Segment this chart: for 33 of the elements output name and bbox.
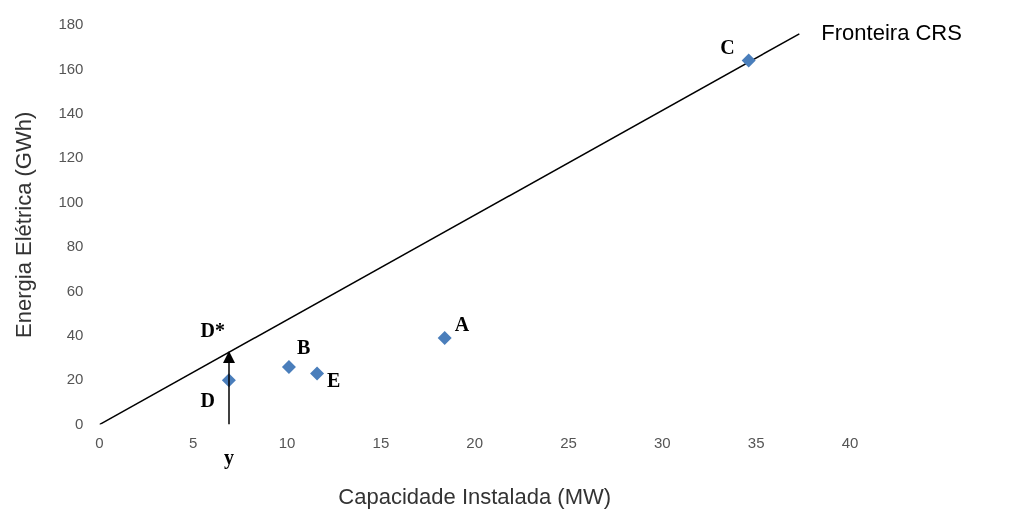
text: y [223, 445, 234, 469]
point [281, 359, 296, 374]
y-axis-title: Energia Elétrica (GWh) [11, 111, 37, 338]
x-tick-label: 15 [372, 433, 390, 451]
annotation: A [454, 313, 470, 336]
x-tick-label: 0 [95, 433, 104, 451]
x-tick-label: 5 [189, 433, 198, 451]
y-tick-label: 120 [58, 148, 84, 166]
annotation: C [720, 35, 735, 58]
annotation: D* [200, 318, 225, 341]
annotation: D [200, 389, 215, 412]
y-tick-label: 40 [66, 325, 84, 343]
y-tick-label: 80 [66, 237, 84, 255]
y-tick-label: 60 [66, 281, 84, 299]
x-tick-label: 30 [654, 433, 671, 451]
x-axis-title: Capacidade Instalada (MW) [338, 483, 612, 509]
annotation: B [296, 336, 311, 359]
point [310, 366, 325, 381]
annotation: E [327, 368, 341, 391]
y-tick-label: 160 [58, 59, 84, 77]
point [437, 331, 452, 346]
y-tick-label: 100 [58, 192, 84, 210]
x-tick-label: 20 [466, 433, 484, 451]
x-tick-label: 25 [560, 433, 577, 451]
x-tick-label: 10 [278, 433, 296, 451]
point [741, 53, 756, 68]
y-tick-label: 180 [58, 15, 84, 33]
y-tick-label: 140 [58, 103, 84, 121]
y-tick-label: 0 [75, 414, 84, 432]
series-label: Fronteira CRS [821, 19, 962, 45]
x-tick-label: 40 [841, 433, 859, 451]
y-tick-label: 20 [66, 370, 84, 388]
x-tick-label: 35 [747, 433, 765, 451]
